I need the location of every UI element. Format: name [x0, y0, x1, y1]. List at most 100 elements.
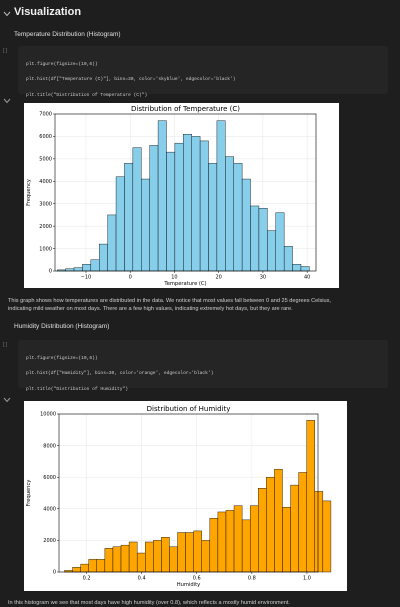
- histogram-bar: [145, 541, 154, 573]
- histogram-bar: [132, 147, 142, 272]
- y-axis-label: Frequency: [26, 480, 32, 507]
- histogram-bar: [209, 518, 219, 573]
- histogram-bar: [96, 559, 106, 573]
- humid-code-cell[interactable]: plt.figure(figsize=(10,6)) plt.hist(df["…: [18, 340, 388, 456]
- histogram-bar: [258, 207, 268, 272]
- x-tick-label: 0.8: [248, 576, 256, 582]
- histogram-bar: [274, 469, 283, 573]
- histogram-bar: [141, 178, 150, 272]
- histogram-bar: [177, 532, 186, 573]
- code-line: plt.title("Distribution of Humidity"): [26, 387, 128, 393]
- histogram-bar: [80, 563, 89, 573]
- y-tick-label: 8000: [43, 443, 56, 449]
- x-tick-label: 10: [171, 275, 177, 281]
- histogram-bar: [157, 120, 167, 272]
- histogram-bar: [174, 142, 184, 272]
- histogram-bar: [282, 507, 291, 573]
- histogram-bar: [112, 546, 122, 573]
- histogram-bar: [72, 567, 81, 573]
- histogram-bar: [267, 230, 276, 272]
- x-tick-label: 1.0: [303, 576, 311, 582]
- temp-histogram: −10 0 10 20 30 40 0 1000 2000 3000 4000 5000 6000 700…: [26, 105, 317, 287]
- humid-heading: Humidity Distribution (Histogram): [14, 323, 110, 330]
- histogram-bar: [249, 505, 259, 573]
- histogram-bar: [191, 136, 201, 272]
- y-tick-label: 6000: [39, 134, 52, 140]
- histogram-bar: [128, 541, 138, 573]
- histogram-bar: [225, 510, 235, 573]
- histogram-bar: [250, 205, 260, 272]
- histogram-bar: [322, 500, 332, 573]
- code-line: plt.hist(df["Humidity"], bins=30, color=…: [26, 371, 214, 377]
- temp-code-cell[interactable]: plt.figure(figsize=(10,6)) plt.hist(df["…: [18, 46, 388, 162]
- histogram-bar: [115, 176, 125, 272]
- section-title: Visualization: [14, 6, 82, 18]
- code-line: plt.hist(df["Temperature (C)"], bins=30,…: [26, 77, 236, 83]
- histogram-bar: [233, 505, 243, 573]
- histogram-bar: [225, 156, 234, 272]
- output-toggle-icon[interactable]: [3, 97, 11, 105]
- histogram-bar: [153, 540, 162, 573]
- histogram-bar: [161, 537, 170, 573]
- humid-description: In this histogram we see that most days …: [8, 600, 290, 606]
- code-line: plt.title("Distribution of Temperature (…: [26, 93, 148, 99]
- code-line: plt.figure(figsize=(10,6)): [26, 61, 98, 67]
- x-tick-label: 30: [260, 275, 266, 281]
- output-toggle-icon[interactable]: [3, 396, 11, 404]
- histogram-bar: [258, 488, 267, 573]
- histogram-bar: [298, 472, 307, 573]
- x-tick-label: 0: [129, 275, 132, 281]
- x-tick-label: 20: [215, 275, 221, 281]
- y-tick-label: 0: [49, 269, 52, 275]
- histogram-bar: [292, 264, 302, 272]
- code-line: plt.figure(figsize=(10,6)): [26, 355, 98, 361]
- histogram-bar: [73, 267, 83, 272]
- histogram-bar: [275, 212, 285, 272]
- plot-frame: [54, 113, 317, 272]
- x-axis-label: Humidity: [177, 582, 201, 588]
- histogram-bar: [99, 243, 108, 272]
- histogram-bar: [149, 145, 159, 272]
- temp-description: This graph shows how temperatures are di…: [8, 297, 393, 313]
- y-tick-label: 10000: [40, 412, 56, 418]
- histogram-bar: [208, 163, 218, 272]
- y-tick-label: 2000: [43, 538, 56, 544]
- histogram-bar: [233, 163, 243, 272]
- histogram-bar: [185, 532, 194, 573]
- plot-frame: [58, 413, 319, 573]
- chart-title: Distribution of Humidity: [147, 405, 231, 413]
- histogram-bar: [199, 140, 209, 272]
- histogram-bar: [241, 178, 251, 272]
- y-tick-label: 7000: [39, 112, 52, 118]
- histogram-bar: [217, 511, 227, 573]
- y-tick-label: 5000: [39, 157, 52, 163]
- x-axis-label: Temperature (C): [163, 281, 206, 287]
- temp-heading: Temperature Distribution (Histogram): [14, 31, 121, 38]
- y-axis-label: Frequency: [26, 179, 32, 206]
- histogram-bar: [183, 133, 192, 272]
- histogram-bar: [283, 246, 293, 272]
- histogram-bar: [201, 540, 211, 573]
- x-tick-label: 40: [304, 275, 310, 281]
- histogram-bar: [306, 420, 315, 573]
- histogram-bar: [65, 268, 75, 272]
- histogram-bar: [166, 151, 176, 272]
- y-tick-label: 4000: [39, 179, 52, 185]
- temp-description-line: This graph shows how temperatures are di…: [8, 298, 331, 304]
- collapse-chevron-icon[interactable]: [3, 10, 11, 18]
- y-tick-label: 0: [53, 570, 56, 576]
- histogram-bar: [241, 519, 251, 573]
- histogram-bar: [90, 259, 100, 272]
- cell-gutter: [ ]: [3, 342, 8, 348]
- histogram-bar: [314, 491, 324, 573]
- histogram-bar: [136, 552, 146, 573]
- x-tick-label: 0.4: [138, 576, 146, 582]
- y-tick-label: 6000: [43, 475, 56, 481]
- histogram-bar: [104, 548, 114, 573]
- x-tick-label: −10: [81, 275, 92, 281]
- humid-histogram: 0.2 0.4 0.6 0.8 1.0 0 2000 4000 6000 8000 10000 Dis…: [26, 405, 332, 588]
- y-tick-label: 1000: [39, 246, 52, 252]
- humid-chart-container: 0.2 0.4 0.6 0.8 1.0 0 2000 4000 6000 8000 10000 Dis…: [24, 401, 347, 591]
- chart-title: Distribution of Temperature (C): [131, 105, 240, 113]
- histogram-bar: [124, 163, 134, 272]
